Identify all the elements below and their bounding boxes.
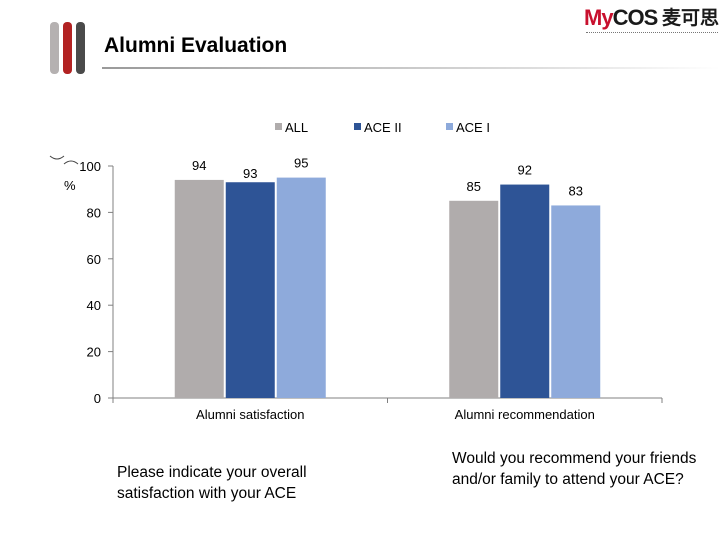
mycos-logo: MyCOS 麦可思 — [584, 6, 720, 42]
title-decoration-icon — [50, 22, 85, 74]
y-tick-label: 60 — [87, 252, 101, 267]
logo-wordmark: MyCOS — [584, 5, 659, 30]
y-axis: 0 20 40 60 80 100% — [49, 155, 114, 406]
page-title: Alumni Evaluation — [104, 34, 288, 57]
chart-legend: ALL ACE II ACE I — [275, 120, 490, 135]
y-tick-label: 80 — [87, 205, 101, 220]
legend-label: ACE II — [364, 120, 402, 135]
question-recommendation: Would you recommend your friends and/or … — [452, 450, 697, 488]
data-label: 93 — [243, 166, 257, 181]
y-axis-label: % — [64, 178, 76, 193]
data-label: 85 — [467, 179, 481, 194]
data-label: 95 — [294, 156, 308, 171]
legend-label: ACE I — [456, 120, 490, 135]
y-tick-label: 100 — [79, 159, 101, 174]
legend-swatch — [354, 123, 361, 130]
bar-ace-ii — [500, 184, 550, 398]
bar-ace-ii — [225, 182, 275, 398]
question-satisfaction: Please indicate your overall satisfactio… — [117, 464, 307, 502]
logo-chinese: 麦可思 — [662, 7, 720, 29]
legend-swatch — [275, 123, 282, 130]
data-label: 92 — [518, 163, 532, 178]
title-divider — [102, 67, 720, 69]
y-tick-label: 40 — [87, 298, 101, 313]
unit-bracket-right-icon — [63, 160, 79, 165]
y-tick-label: 20 — [87, 345, 101, 360]
legend-swatch — [446, 123, 453, 130]
x-tick-label: Alumni recommendation — [455, 407, 595, 422]
legend-label: ALL — [285, 120, 308, 135]
logo-word-prefix: My — [584, 5, 614, 30]
bar-chart: ALL ACE II ACE I 0 20 40 60 80 100% Alumni sati… — [49, 120, 663, 422]
bar-all — [449, 200, 499, 398]
x-axis: Alumni satisfaction Alumni recommendation — [112, 397, 663, 422]
chart-bars: 94 85 93 92 95 83 — [174, 156, 601, 398]
data-label: 83 — [569, 183, 583, 198]
x-tick-label: Alumni satisfaction — [196, 407, 304, 422]
y-tick-label: 0 — [94, 391, 101, 406]
data-label: 94 — [192, 158, 206, 173]
bar-ace-i — [551, 205, 601, 398]
bar-ace-i — [276, 177, 326, 398]
unit-bracket-left-icon — [49, 155, 65, 160]
logo-word-suffix: COS — [612, 5, 659, 30]
logo-underline — [586, 32, 718, 37]
bar-all — [174, 179, 224, 398]
